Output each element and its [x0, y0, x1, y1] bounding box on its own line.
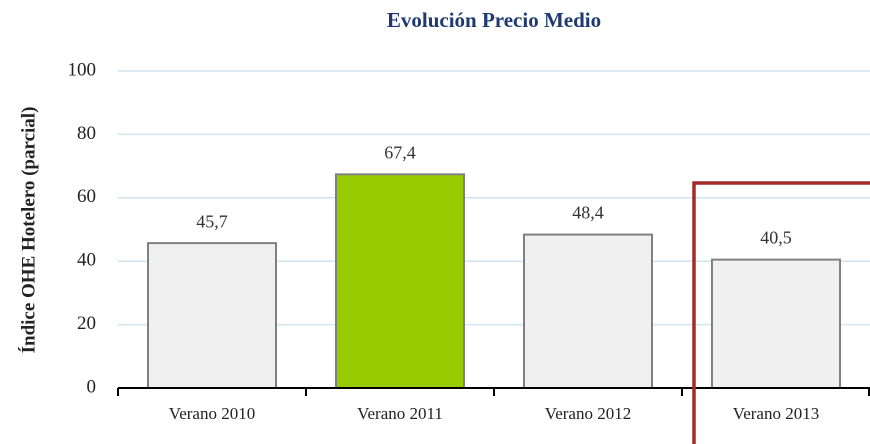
- y-tick-label: 80: [77, 123, 96, 144]
- y-tick-label: 100: [68, 59, 97, 80]
- data-label: 45,7: [196, 211, 228, 231]
- y-tick-label: 0: [87, 376, 97, 397]
- chart-title: Evolución Precio Medio: [387, 8, 601, 32]
- data-label: 48,4: [572, 203, 604, 223]
- x-tick-label: Verano 2010: [169, 404, 255, 423]
- x-tick-label: Verano 2013: [733, 404, 819, 423]
- plot-area: 0 20 40 60 80 100 45,7 Verano 2010 67,4 Verano 20…: [68, 59, 870, 423]
- x-tick-label: Verano 2012: [545, 404, 631, 423]
- bar: [711, 258, 841, 389]
- y-tick-label: 20: [77, 313, 96, 334]
- bar: [147, 242, 277, 389]
- data-label: 40,5: [760, 228, 792, 248]
- y-tick-label: 40: [77, 250, 96, 271]
- bar: [335, 173, 465, 389]
- data-label: 67,4: [384, 142, 416, 162]
- bar: [523, 233, 653, 389]
- y-axis-label: Índice OHE Hotelero (parcial): [17, 107, 39, 354]
- x-tick-label: Verano 2011: [357, 404, 443, 423]
- y-tick-label: 60: [77, 186, 96, 207]
- highlight-box: [692, 181, 870, 444]
